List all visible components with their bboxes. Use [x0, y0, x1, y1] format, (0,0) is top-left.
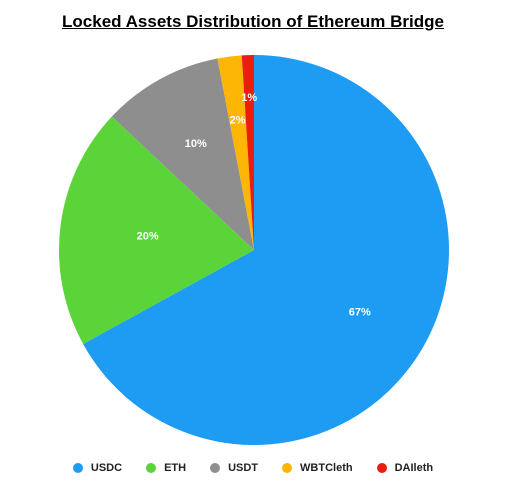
legend-swatch	[282, 463, 293, 473]
legend-swatch	[376, 463, 387, 473]
legend-item-usdt: USDT	[210, 462, 258, 474]
legend-label: WBTCleth	[300, 462, 353, 474]
legend-label: DAIleth	[394, 462, 434, 474]
slice-label-daileth: 1%	[241, 92, 257, 104]
pie-slice-usdt	[111, 58, 254, 251]
legend-item-usdc: USDC	[72, 462, 123, 474]
legend-label: USDC	[90, 462, 123, 474]
legend-item-eth: ETH	[146, 462, 186, 474]
chart-title: Locked Assets Distribution of Ethereum B…	[62, 12, 444, 31]
legend-label: USDT	[228, 462, 259, 474]
legend-item-daileth: DAIleth	[376, 462, 434, 474]
legend: USDC ETH USDT WBTCleth DAIleth	[0, 462, 506, 474]
pie-slice-eth	[59, 116, 254, 344]
pie-slice-daileth	[241, 55, 254, 250]
legend-item-wbtcleth: WBTCleth	[282, 462, 353, 474]
slice-label-usdc: 67%	[349, 306, 371, 318]
legend-swatch	[72, 463, 83, 473]
pie-chart: 67% 20% 10% 2% 1%	[59, 55, 450, 446]
pie-slice-usdc	[83, 55, 450, 446]
slice-label-eth: 20%	[137, 230, 159, 242]
pie-slice-wbtcleth	[217, 55, 254, 250]
legend-swatch	[210, 463, 221, 473]
legend-label: ETH	[164, 462, 187, 474]
legend-swatch	[146, 463, 157, 473]
slice-label-usdt: 10%	[185, 138, 207, 150]
slice-label-wbtcleth: 2%	[230, 114, 246, 126]
